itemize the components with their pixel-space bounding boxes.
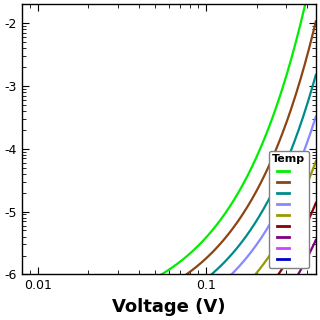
X-axis label: Voltage (V): Voltage (V) (112, 298, 225, 316)
Legend:   ,   ,   ,   ,   ,   ,   ,   ,   : , , , , , , , , (269, 151, 309, 268)
